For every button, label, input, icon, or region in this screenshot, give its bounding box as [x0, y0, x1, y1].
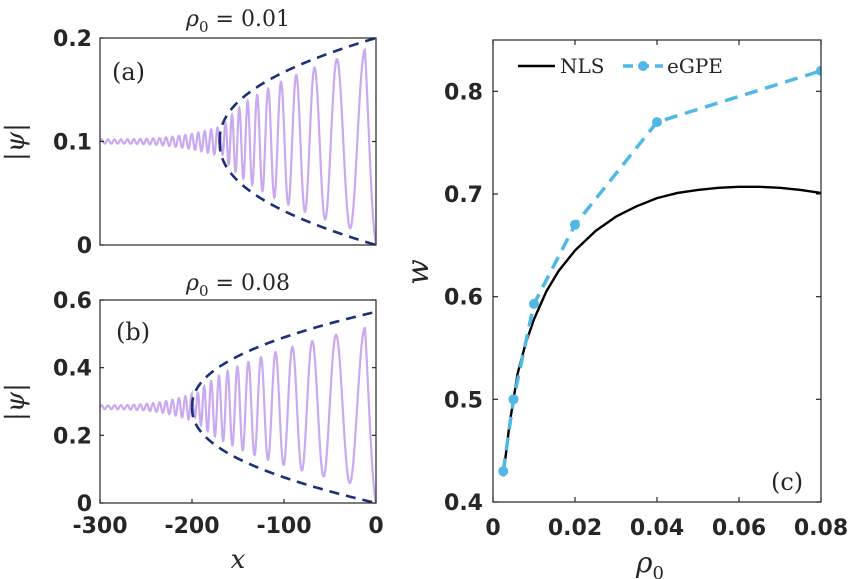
panel-c-plot	[498, 65, 821, 477]
panel-b-label: (b)	[116, 318, 150, 346]
xtick-label: -100	[256, 514, 311, 539]
ytick-label: 0.7	[444, 183, 483, 208]
panel-a-label: (a)	[112, 58, 145, 86]
point-egpe	[508, 394, 519, 405]
ytick-label: 0	[77, 234, 92, 259]
panel-c-xlabel: ρ0	[635, 546, 664, 579]
wave-series	[100, 326, 376, 503]
ytick-label: 0.4	[53, 357, 92, 382]
ytick-label: 0.6	[444, 286, 483, 311]
panel-b-plot	[100, 310, 376, 503]
ytick-label: 0.8	[444, 80, 483, 105]
panel-a-plot	[100, 38, 376, 245]
panel-a: ρ0 = 0.01 0 0.1 0.2 (a) |ψ|	[1, 7, 377, 259]
point-egpe	[816, 65, 821, 76]
ytick-label: 0.1	[53, 131, 92, 156]
ytick-label: 0.5	[444, 388, 483, 413]
panel-b-axes-box	[99, 299, 377, 504]
point-egpe	[570, 219, 580, 230]
ytick-label: 0.4	[444, 491, 483, 516]
panel-c: 0.4 0.5 0.6 0.7 0.8 0 0.02 0.04 0.06 0.08 NLS eGPE…	[401, 39, 848, 579]
xtick-label: -300	[72, 514, 127, 539]
panel-b-ticks: 0 0.2 0.4 0.6 -300 -200 -100 0	[53, 289, 384, 539]
upper-envelope	[218, 38, 376, 142]
xtick-label: 0	[485, 516, 500, 541]
ytick-label: 0.6	[53, 289, 92, 314]
point-egpe	[498, 466, 509, 477]
legend: NLS eGPE	[518, 54, 723, 78]
panel-b-xlabel: x	[231, 545, 246, 575]
xtick-label: 0.04	[630, 516, 684, 541]
xtick-label: 0.02	[548, 516, 602, 541]
series-nls	[502, 185, 821, 477]
ytick-label: 0.2	[53, 27, 92, 52]
lower-envelope	[190, 407, 376, 503]
legend-label-nls: NLS	[560, 54, 604, 78]
legend-marker-egpe	[638, 61, 648, 71]
panel-c-axes-box	[492, 39, 822, 503]
panel-b-title: ρ0 = 0.08	[185, 271, 290, 300]
panel-a-title: ρ0 = 0.01	[185, 7, 290, 36]
panel-b: ρ0 = 0.08 0 0.2 0.4 0.6 -300 -200 -100 0 (b) |ψ…	[1, 271, 384, 575]
lower-envelope	[218, 141, 376, 245]
panel-c-ticks: 0.4 0.5 0.6 0.7 0.8 0 0.02 0.04 0.06 0.08	[444, 40, 848, 541]
xtick-label: 0.08	[794, 516, 848, 541]
xtick-label: 0	[368, 514, 383, 539]
point-egpe	[529, 298, 539, 309]
legend-label-egpe: eGPE	[667, 54, 723, 78]
upper-envelope	[190, 310, 376, 408]
ytick-label: 0	[77, 492, 92, 517]
series-egpe	[501, 69, 821, 472]
xtick-label: -200	[164, 514, 219, 539]
ytick-label: 0.2	[53, 424, 92, 449]
panel-c-label: (c)	[771, 468, 803, 496]
xtick-label: 0.06	[712, 516, 766, 541]
panel-a-yticks: 0 0.1 0.2	[53, 27, 376, 259]
panel-c-ylabel: w	[401, 259, 436, 285]
point-egpe	[652, 117, 662, 128]
panel-b-ylabel: |ψ|	[1, 383, 31, 421]
panel-a-ylabel: |ψ|	[1, 123, 31, 161]
wave-series	[100, 47, 376, 245]
